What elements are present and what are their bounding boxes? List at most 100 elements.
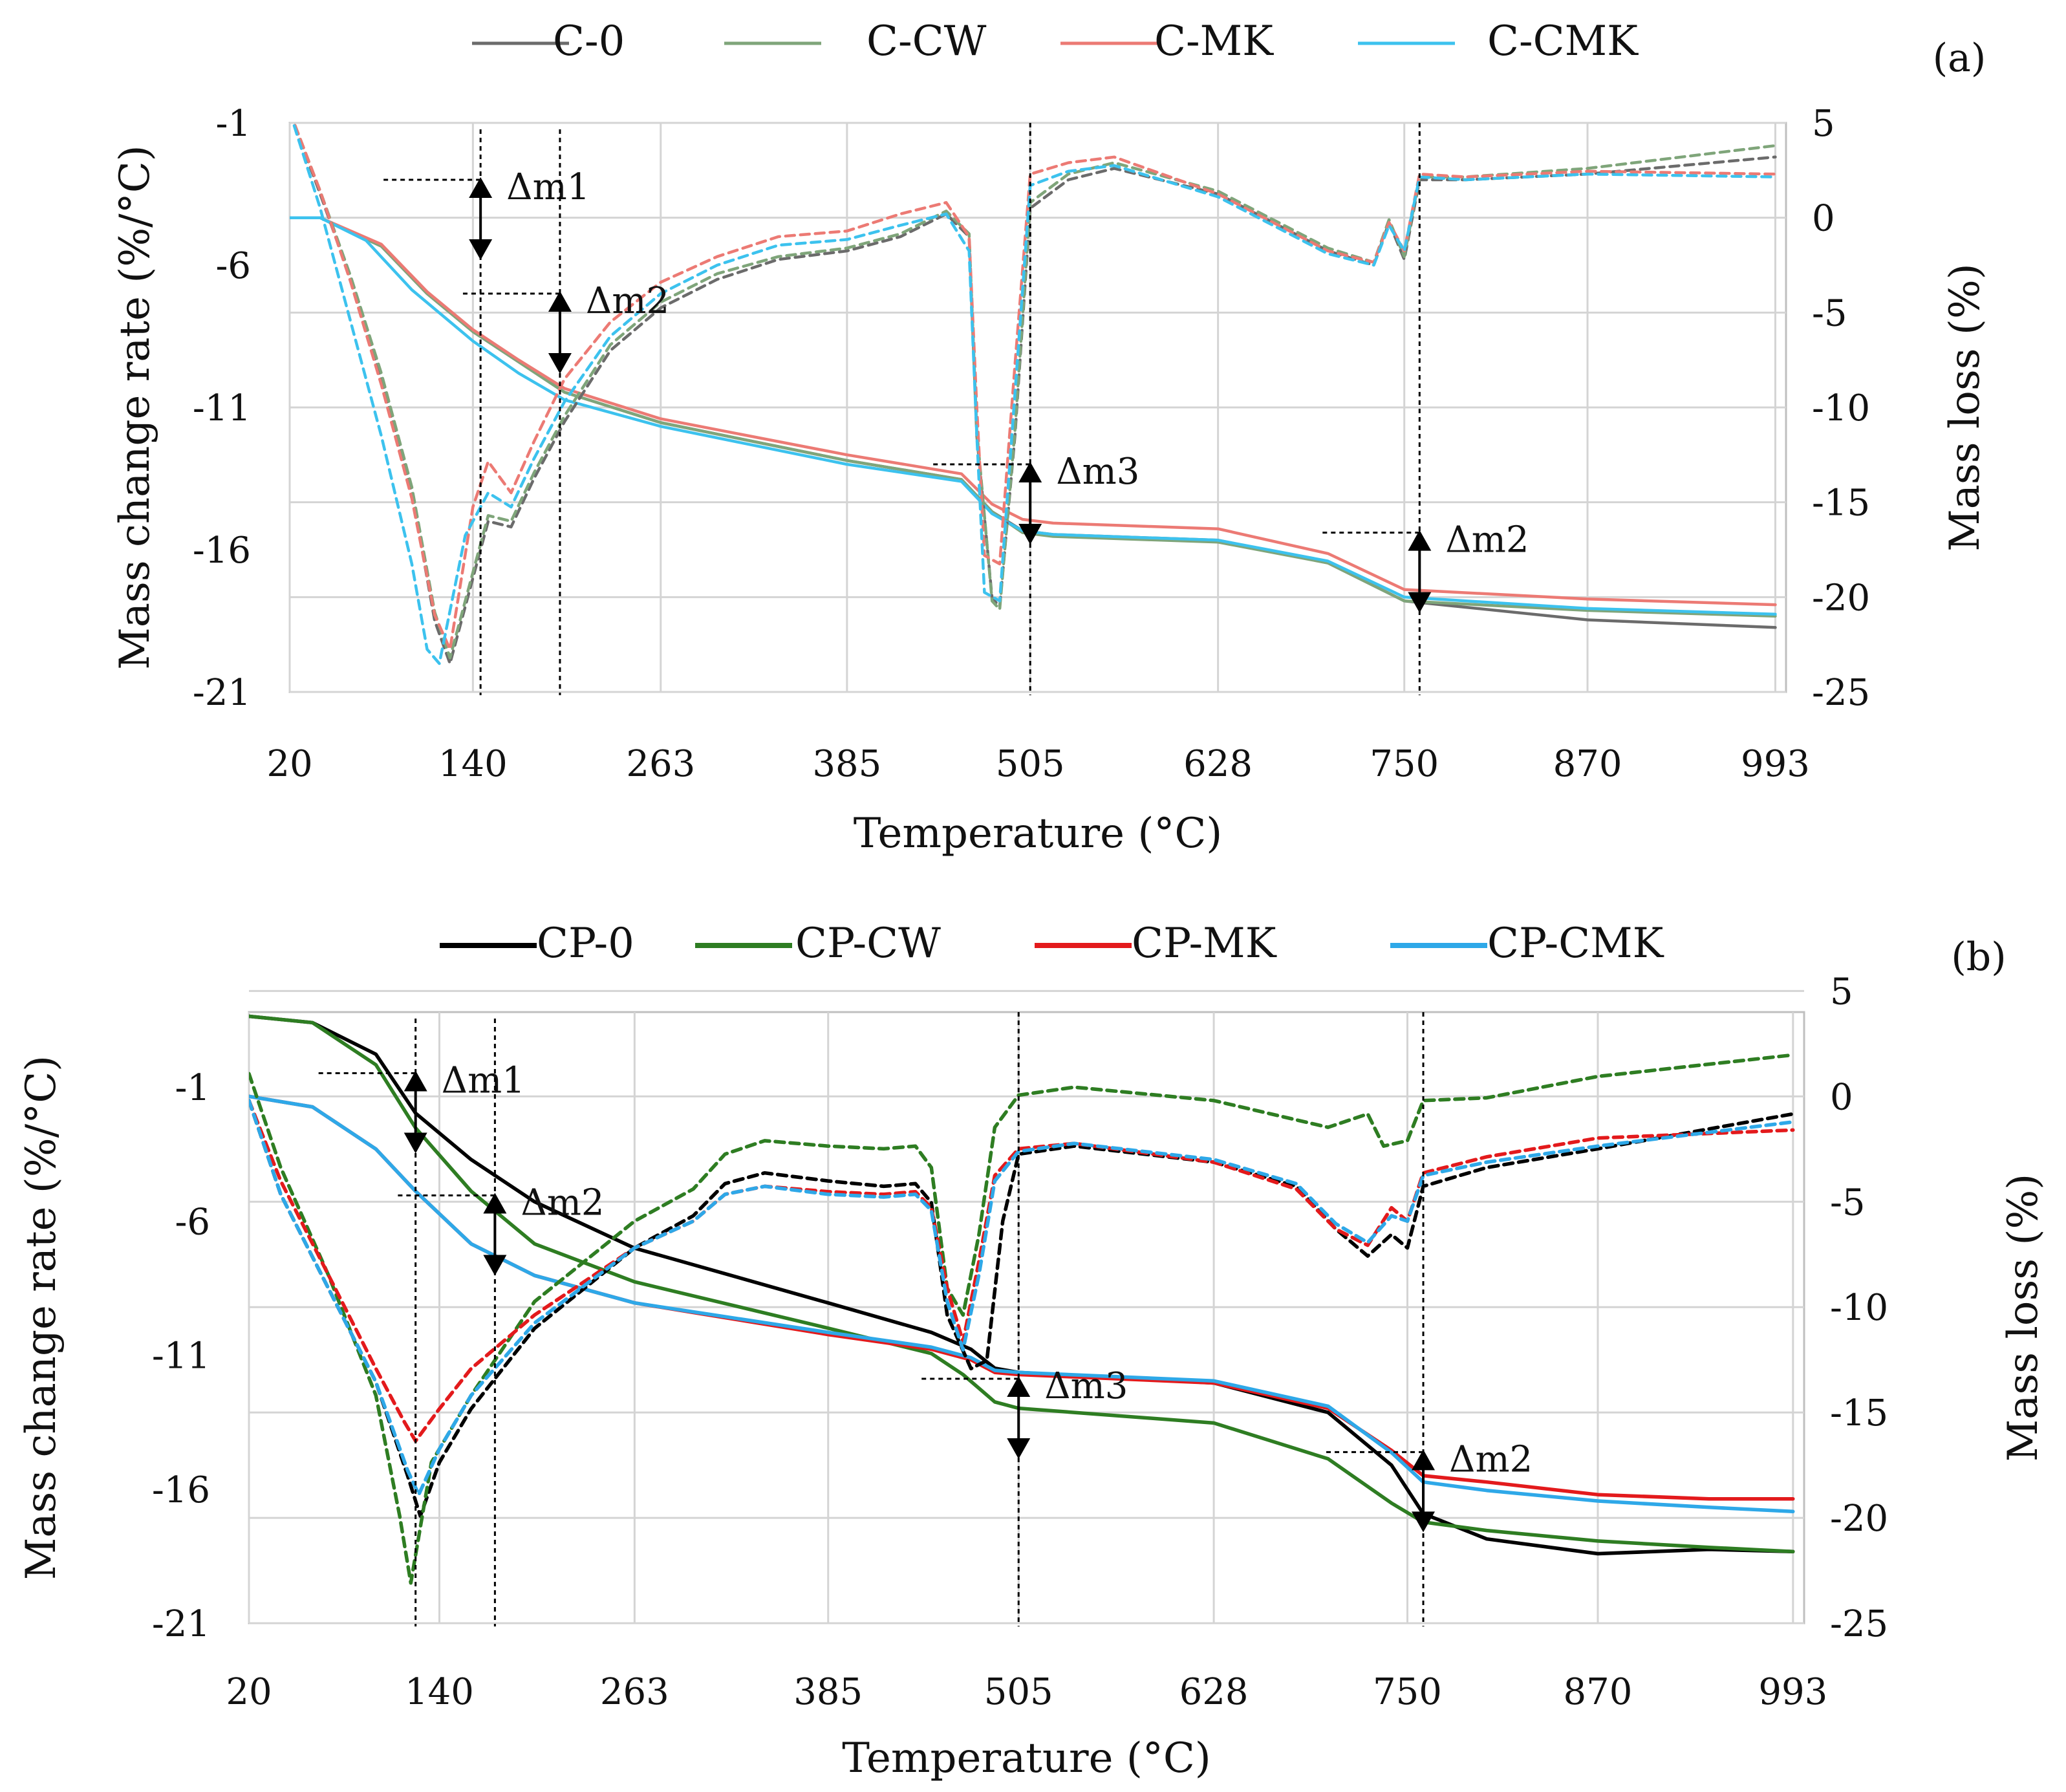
plot-frame xyxy=(248,1011,1805,1625)
annotation-arrowhead-up xyxy=(548,291,572,312)
x-tick-label: 140 xyxy=(405,1671,474,1713)
x-tick-label: 993 xyxy=(1758,1671,1827,1713)
x-tick-label: 263 xyxy=(600,1671,669,1713)
panel-a: 20 140 263 385 505 628 750 870 993 5 0 -5 -10 -15 -20 -… xyxy=(111,17,1989,858)
series-CP-0-tg xyxy=(249,1014,1795,1556)
x-tick-label: 870 xyxy=(1564,1671,1633,1713)
y-left-tick-label: -21 xyxy=(193,672,251,714)
series-group xyxy=(290,122,1777,665)
annotation-arrowhead-down xyxy=(404,1132,427,1154)
series-CP-CW-tg xyxy=(249,1014,1795,1553)
y-right-tick-label: 0 xyxy=(1830,1076,1853,1118)
x-tick-label: 263 xyxy=(626,743,695,785)
annotation-arrowhead-down xyxy=(469,239,493,260)
legend-label: C-0 xyxy=(553,17,625,65)
legend-label: CP-MK xyxy=(1132,920,1277,967)
y-right-tick-label: -25 xyxy=(1812,672,1870,714)
annotation-label: Δm2 xyxy=(1449,1438,1533,1480)
annotation-arrowhead-up xyxy=(1412,1449,1436,1471)
annotation-arrowhead-down xyxy=(1408,592,1432,613)
y-left-tick-label: -6 xyxy=(215,245,251,287)
y-left-tick-label: -1 xyxy=(215,103,251,145)
annotation-arrowhead-up xyxy=(404,1070,427,1092)
y-left-tick-label: -16 xyxy=(193,530,251,572)
annotation-label: Δm3 xyxy=(1044,1365,1128,1407)
annotation-label: Δm2 xyxy=(586,280,669,322)
x-tick-label: 505 xyxy=(996,743,1065,785)
y-right-axis-title: Mass loss (%) xyxy=(1999,1174,2047,1462)
series-C-CW-tg xyxy=(290,216,1777,618)
legend-label: CP-CMK xyxy=(1487,920,1664,967)
annotation-arrowhead-down xyxy=(483,1255,507,1276)
series-CP-MK-dtg xyxy=(249,1099,1795,1443)
series-C-CMK-tg xyxy=(290,216,1777,616)
y-right-tick-label: 0 xyxy=(1812,198,1835,240)
y-left-tick-label: -21 xyxy=(152,1603,210,1645)
y-left-axis-title: Mass change rate (%/°C) xyxy=(17,1055,65,1580)
annotation-arrowhead-up xyxy=(1018,462,1042,482)
x-tick-label: 20 xyxy=(266,743,312,785)
x-tick-label: 750 xyxy=(1373,1671,1442,1713)
x-axis-title: Temperature (°C) xyxy=(854,810,1223,858)
annotation-arrowhead-up xyxy=(1007,1376,1031,1397)
series-CP-CMK-dtg xyxy=(249,1099,1795,1496)
annotation-label: Δm1 xyxy=(506,166,590,208)
legend-label: C-CW xyxy=(866,17,987,65)
legend-label: C-MK xyxy=(1154,17,1274,65)
legend-label: C-CMK xyxy=(1487,17,1639,65)
y-left-axis-title: Mass change rate (%/°C) xyxy=(111,145,159,669)
series-C-CMK-dtg xyxy=(291,122,1777,665)
series-CP-CW-dtg xyxy=(249,1053,1795,1585)
annotation-arrowhead-up xyxy=(1408,530,1432,551)
annotation-arrowhead-down xyxy=(548,353,572,374)
series-CP-0-dtg xyxy=(249,1099,1795,1518)
series-group xyxy=(249,1014,1795,1585)
panel-b: 20 140 263 385 505 628 750 870 993 5 0 -5 -10 -15 -20 -… xyxy=(17,920,2047,1782)
y-left-tick-label: -6 xyxy=(175,1201,210,1243)
y-left-tick-label: -11 xyxy=(193,387,251,429)
y-right-tick-label: -20 xyxy=(1812,577,1870,619)
y-right-tick-label: -5 xyxy=(1812,292,1847,334)
annotation-label: Δm2 xyxy=(1445,519,1529,561)
annotation-label: Δm1 xyxy=(442,1060,525,1102)
y-right-tick-label: -25 xyxy=(1830,1603,1888,1645)
y-right-tick-label: -15 xyxy=(1830,1392,1888,1434)
panel-label: (a) xyxy=(1933,36,1986,81)
y-right-tick-label: 5 xyxy=(1812,103,1835,145)
y-left-tick-label: -1 xyxy=(175,1067,210,1109)
y-right-tick-label: -10 xyxy=(1830,1287,1888,1329)
annotation-label: Δm2 xyxy=(521,1182,604,1224)
x-tick-label: 140 xyxy=(438,743,508,785)
x-tick-label: 993 xyxy=(1741,743,1810,785)
series-C-0-tg xyxy=(290,216,1777,629)
annotation-label: Δm3 xyxy=(1056,451,1139,493)
y-left-tick-label: -16 xyxy=(152,1469,210,1511)
y-right-tick-label: -20 xyxy=(1830,1498,1888,1540)
annotation-arrowhead-down xyxy=(1412,1511,1436,1533)
annotation-arrowhead-down xyxy=(1007,1438,1031,1459)
y-right-tick-label: -10 xyxy=(1812,387,1870,429)
x-tick-label: 385 xyxy=(793,1671,863,1713)
annotation-arrowhead-up xyxy=(483,1193,507,1214)
series-C-MK-tg xyxy=(290,216,1777,607)
y-right-tick-label: -15 xyxy=(1812,482,1870,524)
y-right-tick-label: 5 xyxy=(1830,971,1853,1013)
x-tick-label: 870 xyxy=(1553,743,1622,785)
x-tick-label: 385 xyxy=(812,743,881,785)
y-right-axis-title: Mass loss (%) xyxy=(1941,263,1989,552)
x-tick-label: 750 xyxy=(1370,743,1439,785)
annotation-arrowhead-down xyxy=(1018,524,1042,545)
x-tick-label: 628 xyxy=(1179,1671,1249,1713)
x-tick-label: 20 xyxy=(226,1671,272,1713)
y-right-tick-label: -5 xyxy=(1830,1182,1866,1224)
legend-label: CP-CW xyxy=(795,920,941,967)
x-tick-label: 505 xyxy=(984,1671,1053,1713)
x-tick-label: 628 xyxy=(1183,743,1253,785)
annotation-arrowhead-up xyxy=(469,177,493,198)
legend-label: CP-0 xyxy=(537,920,634,967)
series-C-MK-dtg xyxy=(292,122,1777,651)
y-left-tick-label: -11 xyxy=(152,1335,210,1377)
x-axis-title: Temperature (°C) xyxy=(842,1734,1211,1782)
panel-label: (b) xyxy=(1951,934,2006,980)
